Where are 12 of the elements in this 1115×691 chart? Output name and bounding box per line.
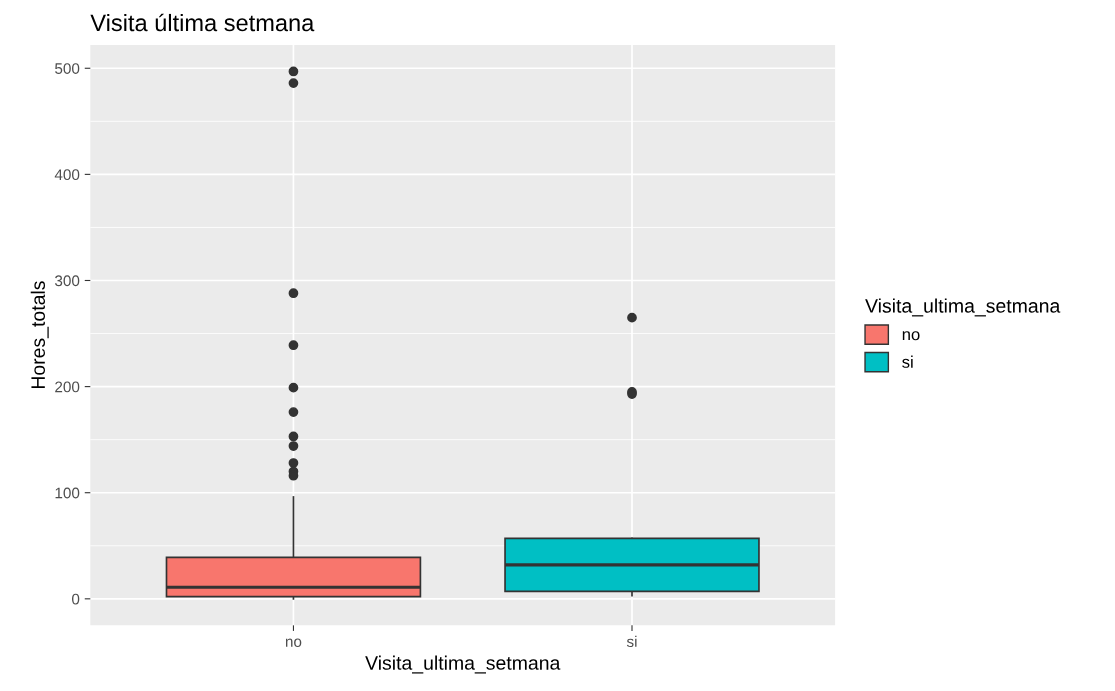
y-tick-label: 500 (55, 63, 80, 74)
y-tick-label: 200 (55, 381, 80, 393)
legend-label: no (902, 331, 920, 341)
chart-title: Visita última setmana (90, 13, 315, 32)
y-tick-label: 300 (54, 275, 80, 287)
y-tick-label: 400 (54, 169, 80, 181)
x-axis-title: Visita_ultima_setmana (365, 655, 561, 674)
y-tick-label: 100 (55, 487, 80, 499)
y-axis-title: Hores_totals (30, 281, 49, 389)
y-tick-label: 0 (72, 593, 80, 605)
legend-title: Visita_ultima_setmana (865, 298, 1061, 317)
legend-label: si (902, 355, 913, 368)
